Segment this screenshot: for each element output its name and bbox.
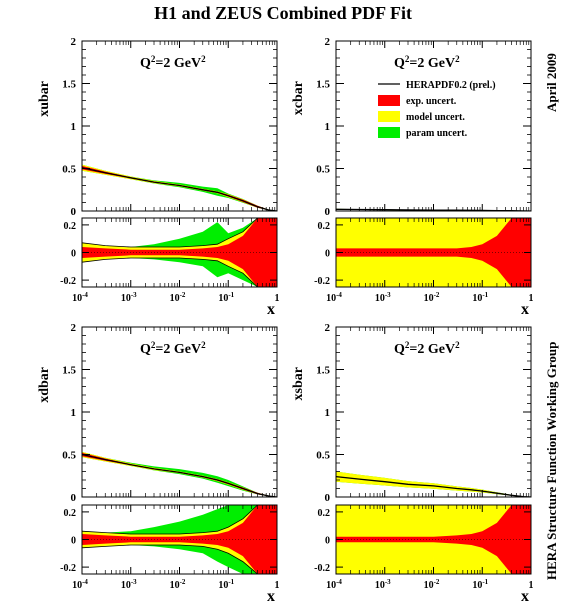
- main-pad-top-left: [82, 164, 277, 211]
- x-tick-label: 10-3: [375, 291, 391, 304]
- ratio-tick-label: -0.2: [314, 276, 330, 287]
- x-axis-label: x: [267, 301, 275, 318]
- legend-label-exp: exp. uncert.: [406, 96, 457, 107]
- y-axis-label: xubar: [37, 81, 52, 117]
- y-tick-label: 1: [71, 407, 77, 419]
- ratio-band-exp: [336, 505, 531, 574]
- ratio-pad-top-right: [336, 218, 531, 287]
- x-tick-label: 10-3: [121, 291, 137, 304]
- ratio-edge-up: [82, 218, 277, 248]
- panel-top-right: 0 0.5 1 1.5 2 xcbar Q2=2 GeV2 0.2 0 -0.2 10-4 10-3 1…: [291, 36, 534, 318]
- x-tick-label: 10-1: [472, 291, 488, 304]
- y-tick-label: 2: [71, 322, 77, 334]
- legend-label-param: param uncert.: [406, 128, 468, 139]
- y-axis-label: xdbar: [37, 367, 52, 403]
- x-tick-label: 10-4: [326, 291, 342, 304]
- ratio-edge-down: [82, 544, 277, 574]
- panel-bottom-right: 0 0.5 1 1.5 2 xsbar Q2=2 GeV2 0.2 0 -0.2 10-4 10-3 1…: [291, 322, 534, 605]
- y-tick-label: 0.5: [316, 450, 330, 462]
- ratio-tick-label: -0.2: [60, 276, 76, 287]
- y-tick-label: 2: [71, 36, 77, 48]
- scale-label: Q2=2 GeV2: [394, 340, 460, 357]
- y-tick-label: 1.5: [316, 365, 330, 377]
- y-tick-label: 0.5: [62, 450, 76, 462]
- x-tick-label: 10-3: [375, 578, 391, 591]
- y-tick-label: 0: [71, 492, 77, 504]
- ratio-edge-down: [82, 257, 277, 287]
- legend-swatch-model: [378, 111, 400, 122]
- main-band-param: [82, 451, 277, 497]
- y-tick-label: 1: [325, 121, 331, 133]
- side-label-date: April 2009: [544, 53, 559, 112]
- x-axis-label: x: [267, 588, 275, 605]
- x-tick-label: 10-2: [424, 578, 440, 591]
- y-tick-label: 0: [325, 206, 331, 218]
- x-tick-label: 10-4: [326, 578, 342, 591]
- central-curve: [82, 453, 277, 497]
- ratio-band-exp: [336, 218, 531, 287]
- x-tick-label: 1: [275, 580, 280, 591]
- ratio-tick-label: -0.2: [60, 563, 76, 574]
- y-tick-label: 1.5: [62, 365, 76, 377]
- y-tick-label: 0: [325, 492, 331, 504]
- legend-label-central: HERAPDF0.2 (prel.): [406, 80, 496, 91]
- ratio-tick-label: -0.2: [314, 563, 330, 574]
- y-tick-label: 0.5: [62, 164, 76, 176]
- x-tick-label: 10-2: [170, 578, 186, 591]
- ratio-tick-label: 0.2: [64, 508, 77, 519]
- ratio-tick-label: 0.2: [318, 508, 331, 519]
- scale-label: Q2=2 GeV2: [140, 340, 206, 357]
- ratio-tick-label: 0: [71, 249, 76, 260]
- ratio-tick-label: 0.2: [318, 221, 331, 232]
- x-tick-label: 10-2: [424, 291, 440, 304]
- ratio-edge-up: [82, 505, 277, 535]
- panel-top-left: 0 0.5 1 1.5 2 xubar Q2=2 GeV2 0.2 0 -0.2 10-4 10-3 1…: [37, 36, 280, 318]
- y-tick-label: 1.5: [316, 79, 330, 91]
- y-tick-label: 0.5: [316, 164, 330, 176]
- central-curve: [336, 475, 531, 497]
- main-pad-bottom-left: [82, 451, 277, 497]
- ratio-pad-bottom-left: [82, 505, 277, 574]
- ratio-pad-top-left: [82, 218, 277, 287]
- x-tick-label: 10-4: [72, 578, 88, 591]
- ratio-tick-label: 0: [325, 249, 330, 260]
- y-tick-label: 0: [71, 206, 77, 218]
- y-tick-label: 1: [325, 407, 331, 419]
- x-tick-label: 1: [529, 293, 534, 304]
- ratio-tick-label: 0.2: [64, 221, 77, 232]
- side-label-group: HERA Structure Function Working Group: [544, 342, 559, 580]
- y-tick-label: 1.5: [62, 79, 76, 91]
- y-tick-label: 2: [325, 36, 331, 48]
- x-tick-label: 1: [529, 580, 534, 591]
- ratio-pad-bottom-right: [336, 505, 531, 574]
- ratio-tick-label: 0: [71, 536, 76, 547]
- legend-swatch-param: [378, 127, 400, 138]
- panel-bottom-left: 0 0.5 1 1.5 2 xdbar Q2=2 GeV2 0.2 0 -0.2 10-4 10-3 1…: [37, 322, 280, 605]
- legend: HERAPDF0.2 (prel.) exp. uncert. model unce…: [378, 80, 496, 139]
- x-tick-label: 10-1: [218, 578, 234, 591]
- y-tick-label: 1: [71, 121, 77, 133]
- scale-label: Q2=2 GeV2: [140, 54, 206, 71]
- ratio-band-exp: [82, 505, 277, 574]
- x-axis-label: x: [521, 588, 529, 605]
- figure-title: H1 and ZEUS Combined PDF Fit: [154, 3, 412, 23]
- legend-swatch-exp: [378, 95, 400, 106]
- x-tick-label: 10-1: [218, 291, 234, 304]
- x-tick-label: 10-2: [170, 291, 186, 304]
- ratio-band-exp: [82, 218, 277, 287]
- central-curve: [82, 167, 277, 211]
- y-tick-label: 2: [325, 322, 331, 334]
- legend-label-model: model uncert.: [406, 112, 465, 123]
- scale-label: Q2=2 GeV2: [394, 54, 460, 71]
- x-tick-label: 10-1: [472, 578, 488, 591]
- x-tick-label: 1: [275, 293, 280, 304]
- y-axis-label: xsbar: [291, 367, 306, 400]
- x-tick-label: 10-3: [121, 578, 137, 591]
- ratio-tick-label: 0: [325, 536, 330, 547]
- x-tick-label: 10-4: [72, 291, 88, 304]
- y-axis-label: xcbar: [291, 81, 306, 115]
- x-axis-label: x: [521, 301, 529, 318]
